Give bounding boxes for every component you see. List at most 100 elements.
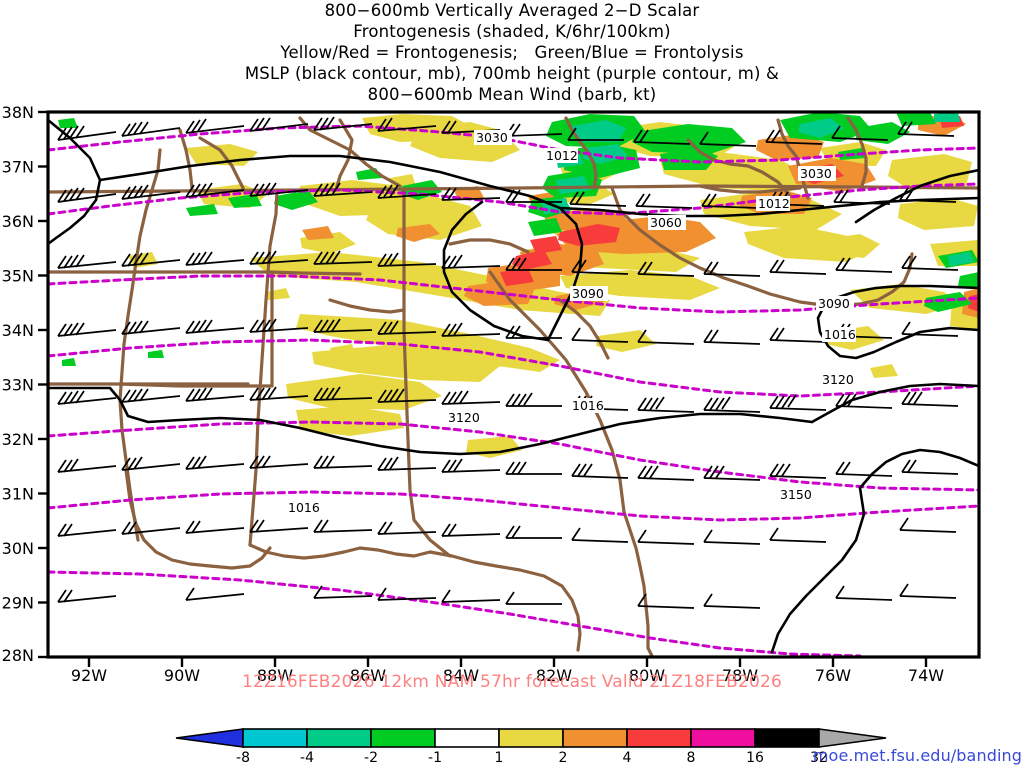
border-piedmont: [334, 118, 354, 192]
colorbar-swatch: [370, 728, 436, 748]
source-watermark[interactable]: moe.met.fsu.edu/banding: [812, 746, 1022, 765]
height-contour-3120: [48, 420, 979, 492]
title-line-1: 800−600mb Vertically Averaged 2−D Scalar: [324, 1, 700, 20]
wind-barb: [185, 118, 245, 134]
colorbar-tick-label: 16: [746, 750, 764, 766]
wind-barb: [249, 386, 309, 401]
contour-label: 1012: [758, 196, 790, 211]
contour-label: 3090: [818, 296, 850, 311]
coast-fl-panhandle: [428, 550, 582, 652]
wind-barb: [377, 320, 437, 335]
wind-barb: [835, 393, 893, 409]
wind-barb: [897, 121, 955, 137]
wind-barb: [637, 396, 695, 413]
title-line-3: Yellow/Red = Frontogenesis; Green/Blue =…: [280, 43, 744, 62]
wind-barb: [441, 390, 501, 405]
wind-barb: [185, 251, 245, 266]
chesapeake: [776, 118, 810, 200]
wind-barb: [703, 465, 761, 481]
wind-barb: [185, 520, 245, 534]
height-contour-south: [48, 570, 862, 657]
y-tick-label: 37N: [2, 158, 34, 177]
y-tick-label: 30N: [2, 539, 34, 558]
wind-barb: [637, 329, 695, 345]
wind-barb: [441, 523, 501, 537]
va-nc-border-e: [698, 184, 802, 194]
border-ky-tn-w: [178, 128, 194, 190]
wind-barb: [901, 459, 959, 475]
contour-label: 3030: [800, 166, 832, 181]
wind-barb: [377, 521, 437, 535]
appalachians-1: [564, 116, 598, 190]
wind-barb: [505, 591, 562, 605]
mslp-contour-far-e: [858, 448, 979, 490]
mslp-contour-1012-nw: [48, 118, 102, 246]
x-tick-label: 82W: [536, 666, 572, 685]
mslp-contours: [48, 118, 979, 654]
y-tick-label: 33N: [2, 376, 34, 395]
mslp-contour-br: [854, 168, 979, 224]
wind-barb: [703, 261, 761, 277]
wind-barb: [637, 465, 695, 481]
y-tick-label: 32N: [2, 430, 34, 449]
wind-barb: [57, 254, 117, 269]
border-ms-al: [248, 188, 279, 547]
y-tick-label: 28N: [2, 646, 34, 665]
wind-barb: [769, 259, 827, 275]
wind-barb: [313, 318, 373, 333]
wind-barb: [571, 327, 629, 343]
wind-barb: [831, 125, 889, 141]
wind-barb: [569, 191, 627, 207]
wind-barb: [313, 182, 373, 197]
contour-label: 3060: [650, 215, 682, 230]
colorbar[interactable]: -8 -4 -2 -1 1 2 4 8 16 32: [175, 728, 887, 766]
height-contour-3090: [48, 338, 979, 398]
colorbar-tick-label: 2: [559, 750, 568, 766]
wind-barb: [121, 456, 181, 471]
contour-label-group: 3030: [798, 166, 836, 181]
contour-label: 3090: [572, 286, 604, 301]
contour-label-group: 3120: [446, 410, 484, 425]
wind-barb: [571, 463, 629, 479]
contour-label-group: 3090: [816, 296, 854, 311]
wind-barbs: [57, 116, 959, 609]
wind-barb: [57, 390, 117, 405]
wind-barb: [901, 391, 959, 407]
x-tick-label: 76W: [815, 666, 851, 685]
mslp-contour-1012-mid: [98, 154, 584, 342]
border-la-coast: [124, 468, 272, 570]
colorbar-tick-label: 4: [623, 750, 632, 766]
wind-barb: [185, 182, 245, 198]
height-contour-3150: [48, 490, 979, 522]
contour-label-group: 1016: [570, 398, 604, 413]
border-nc-va-coast: [610, 186, 862, 308]
wind-barb: [121, 320, 181, 335]
wind-barb: [185, 455, 245, 470]
contour-label-group: 3090: [570, 286, 608, 301]
y-tick-label: 31N: [2, 485, 34, 504]
wind-barb: [769, 327, 827, 343]
border-mo-ar: [198, 136, 246, 192]
wind-barb: [57, 523, 117, 537]
wind-barb: [703, 593, 761, 609]
contour-label-group: 1012: [756, 196, 790, 211]
wind-barb: [57, 458, 117, 473]
colorbar-tick-label: -2: [364, 750, 378, 766]
coast-ms-al: [248, 543, 432, 560]
mslp-contour-1016-ne: [816, 284, 979, 360]
wind-barb: [703, 396, 761, 413]
wind-barb: [185, 587, 245, 601]
wind-barb: [703, 529, 761, 545]
title-line-2: Frontogenesis (shaded, K/6hr/100km): [353, 22, 671, 41]
contour-label-group: 3030: [474, 130, 512, 145]
wind-barb: [313, 455, 373, 469]
wind-barb: [899, 583, 957, 599]
wind-barb: [313, 386, 373, 401]
y-tick-label: 35N: [2, 267, 34, 286]
border-al-ga: [402, 188, 452, 558]
x-tick-label: 88W: [257, 666, 293, 685]
x-tick-label: 92W: [71, 666, 107, 685]
wind-barb: [121, 388, 181, 403]
